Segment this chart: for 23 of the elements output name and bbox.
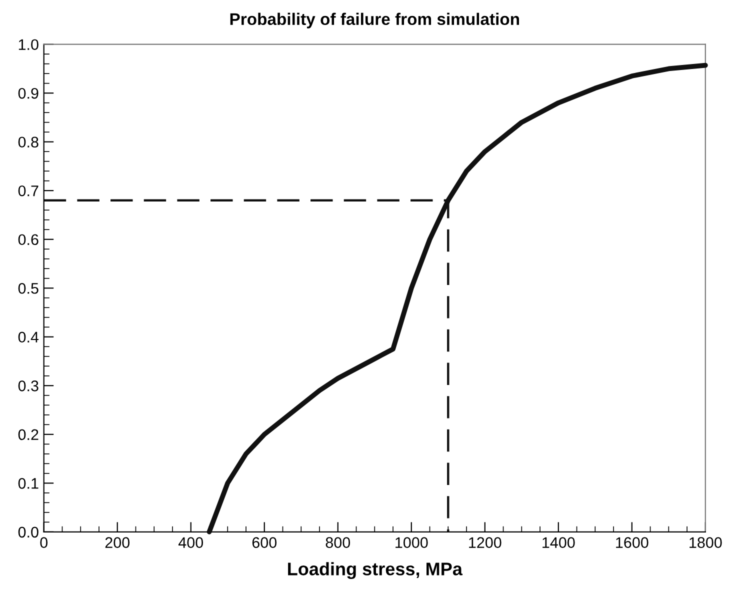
- y-tick-label: 0.4: [18, 332, 39, 343]
- x-tick-label: 1600: [616, 537, 648, 548]
- x-tick-label: 0: [40, 537, 48, 548]
- x-tick-label: 1200: [469, 537, 502, 548]
- y-tick-label: 0.9: [18, 88, 38, 99]
- y-tick-label: 0.2: [18, 429, 38, 440]
- x-tick-label: 200: [105, 537, 130, 548]
- y-tick-label: 0.3: [18, 380, 38, 392]
- x-tick-label: 600: [252, 537, 277, 548]
- x-tick-label: 800: [326, 537, 350, 548]
- x-tick-label: 1000: [396, 537, 428, 548]
- y-tick-label: 0.8: [18, 136, 38, 148]
- y-tick-label: 0.1: [18, 478, 38, 489]
- y-tick-label: 1.0: [18, 39, 38, 50]
- x-tick-label: 1800: [690, 537, 722, 548]
- x-axis-title: Loading stress, MPa: [288, 562, 463, 580]
- y-tick-label: 0.0: [18, 526, 38, 538]
- y-tick-label: 0.7: [18, 185, 38, 196]
- chart-title: Probability of failure from simulation: [230, 12, 519, 28]
- y-tick-label: 0.5: [18, 282, 38, 294]
- y-tick-label: 0.6: [18, 234, 38, 246]
- x-tick-label: 1400: [542, 537, 575, 548]
- x-tick-label: 400: [178, 537, 204, 548]
